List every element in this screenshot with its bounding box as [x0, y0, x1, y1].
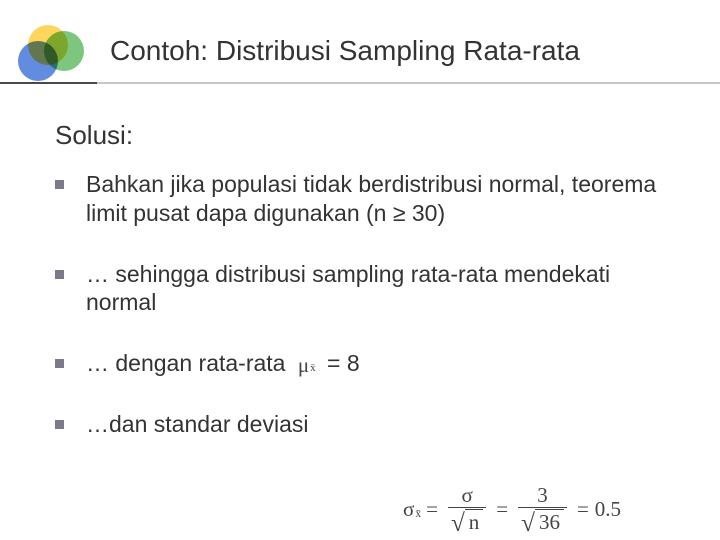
bullet-3-text: … dengan rata-rata μx̄ = 8 [86, 349, 680, 378]
bullet-2: … sehingga distribusi sampling rata-rata… [55, 260, 680, 318]
bullet-marker [55, 180, 64, 189]
bullet-marker [55, 420, 64, 429]
bullet-3: … dengan rata-rata μx̄ = 8 [55, 349, 680, 378]
sqrt-n: √n [451, 509, 483, 534]
bullet-2-text: … sehingga distribusi sampling rata-rata… [86, 260, 680, 318]
venn-logo [18, 25, 88, 85]
bullet-1: Bahkan jika populasi tidak berdistribusi… [55, 170, 680, 228]
equals-2: = [496, 497, 508, 522]
formula-result: 0.5 [595, 497, 621, 522]
frac-sigma-over-sqrtn: σ √n [448, 485, 486, 534]
mu-xbar-symbol: μx̄ [298, 352, 315, 378]
sigma-xbar-lhs: σx̄ [403, 497, 420, 522]
equals-1: = [426, 497, 438, 522]
bullet-marker [55, 359, 64, 368]
bullet-4: …dan standar deviasi [55, 410, 680, 439]
section-label: Solusi: [55, 120, 133, 151]
title-underline [0, 82, 720, 84]
bullet-3-eq: = 8 [327, 350, 360, 376]
bullet-4-text: …dan standar deviasi [86, 410, 680, 439]
sqrt-36: √36 [521, 509, 564, 534]
content-area: Bahkan jika populasi tidak berdistribusi… [55, 170, 680, 439]
venn-circle-blue [18, 41, 58, 81]
bullet-3-prefix: … dengan rata-rata [86, 350, 285, 376]
slide-title: Contoh: Distribusi Sampling Rata-rata [110, 35, 580, 67]
frac-3-over-sqrt36: 3 √36 [518, 485, 567, 534]
bullet-1-text: Bahkan jika populasi tidak berdistribusi… [86, 170, 680, 228]
bullet-marker [55, 270, 64, 279]
equals-3: = [577, 497, 589, 522]
sigma-formula: σx̄ = σ √n = 3 √36 = 0.5 [403, 485, 621, 534]
